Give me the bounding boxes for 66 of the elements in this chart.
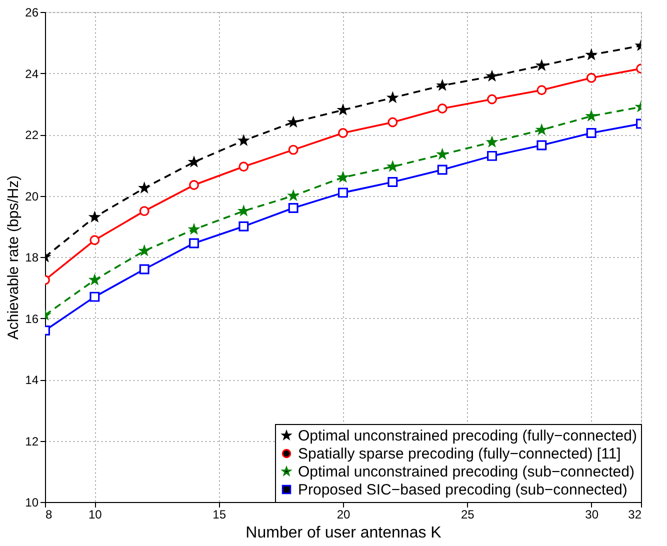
- point: [438, 80, 448, 90]
- point: [338, 188, 348, 198]
- point: [90, 212, 100, 222]
- point: [437, 164, 448, 175]
- y-axis-title: Achievable rate (bps/Hz): [5, 175, 22, 340]
- point: [288, 190, 298, 200]
- x-axis-title: Number of user antennas K: [246, 524, 442, 542]
- legend-label: Optimal unconstrained precoding (sub−connected): [298, 464, 634, 480]
- legend-label: Optimal unconstrained precoding (fully−connected): [298, 428, 637, 444]
- legend-label: Proposed SIC−based precoding (sub−connected): [298, 482, 628, 498]
- point: [487, 94, 497, 104]
- point: [189, 238, 199, 248]
- point: [536, 85, 547, 96]
- point: [288, 203, 298, 213]
- point: [139, 206, 150, 216]
- y-tick-label: 26: [25, 6, 39, 20]
- point: [388, 117, 398, 128]
- y-tick-label: 10: [25, 496, 39, 510]
- point: [487, 150, 497, 161]
- y-tick-label: 22: [25, 128, 39, 142]
- point: [586, 128, 596, 138]
- x-tick-label: 10: [88, 508, 102, 522]
- point: [586, 72, 596, 83]
- point: [189, 180, 199, 190]
- point: [437, 103, 448, 114]
- point: [487, 71, 497, 80]
- point: [189, 157, 199, 166]
- x-tick-label: 32: [628, 508, 642, 522]
- point: [139, 264, 150, 274]
- point: [388, 176, 398, 187]
- point: [288, 144, 298, 155]
- y-tick-label: 24: [25, 66, 39, 81]
- point: [536, 140, 547, 150]
- x-tick-label: 30: [585, 508, 599, 522]
- point: [140, 246, 150, 256]
- point: [388, 162, 398, 171]
- point: [238, 206, 248, 216]
- x-tick-label: 8: [46, 508, 52, 522]
- point: [288, 117, 298, 126]
- y-tick-label: 14: [25, 373, 39, 387]
- point: [487, 137, 497, 146]
- point: [90, 274, 100, 284]
- point: [238, 162, 249, 172]
- point: [238, 221, 249, 232]
- y-tick-label: 16: [25, 312, 39, 326]
- point: [586, 111, 596, 120]
- y-tick-label: 12: [25, 434, 39, 448]
- x-tick-label: 15: [212, 508, 226, 522]
- point: [338, 128, 348, 138]
- y-tick-label: 20: [25, 189, 39, 204]
- point: [140, 183, 150, 192]
- point: [90, 235, 100, 246]
- point: [338, 105, 348, 114]
- point: [189, 224, 199, 234]
- point: [388, 92, 398, 102]
- x-tick-label: 20: [336, 508, 350, 522]
- point: [438, 149, 448, 159]
- point: [586, 50, 596, 60]
- x-tick-label: 25: [460, 508, 475, 522]
- point: [90, 292, 100, 302]
- y-tick-label: 18: [25, 250, 39, 264]
- point: [536, 124, 546, 134]
- point: [536, 60, 546, 70]
- point: [238, 136, 248, 145]
- point: [338, 172, 348, 182]
- legend-label: Spatially sparse precoding (fully−connected) [11]: [298, 446, 621, 462]
